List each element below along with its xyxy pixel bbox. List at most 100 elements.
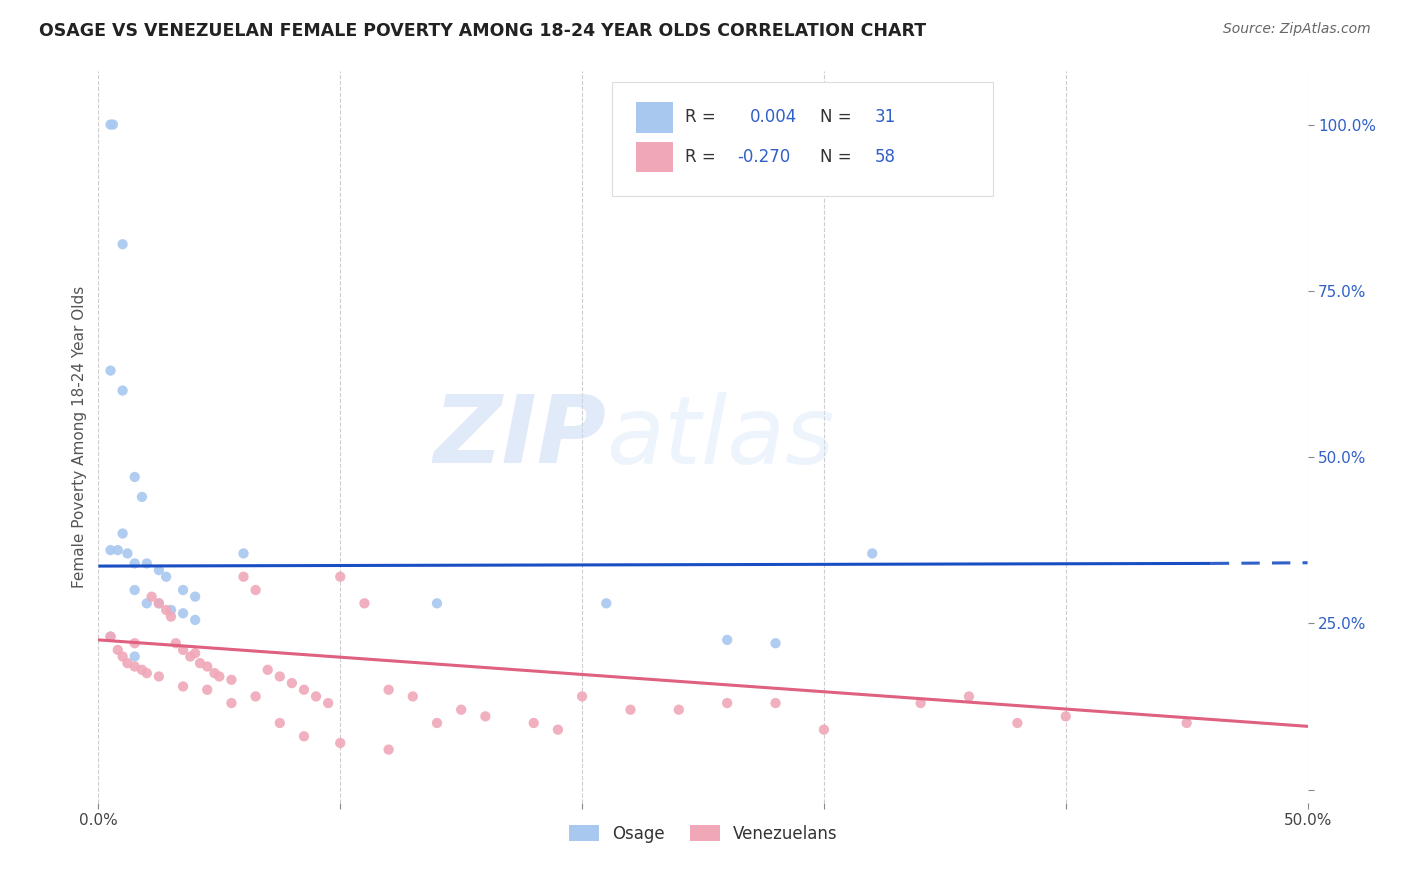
Point [523,716,546,731]
Point [124,659,146,673]
Point [165,636,187,650]
Point [716,632,738,647]
Point [221,696,243,710]
Point [155,603,177,617]
Y-axis label: Female Poverty Among 18-24 Year Olds: Female Poverty Among 18-24 Year Olds [72,286,87,588]
Point [131,490,153,504]
Point [245,690,267,704]
Point [426,716,449,731]
Point [765,636,787,650]
Point [957,690,980,704]
Text: -0.270: -0.270 [737,148,790,166]
Point [117,546,139,560]
Text: R =: R = [685,148,721,166]
FancyBboxPatch shape [613,82,993,195]
Point [716,696,738,710]
Point [100,630,122,644]
Point [1007,716,1029,731]
Point [269,716,291,731]
Point [148,563,170,577]
Point [450,703,472,717]
Point [221,673,243,687]
Point [232,570,254,584]
Point [292,682,315,697]
Text: N =: N = [820,109,858,127]
Text: 58: 58 [875,148,896,166]
Point [860,546,883,560]
Point [316,696,339,710]
Point [765,696,787,710]
Point [107,543,129,558]
Point [160,603,183,617]
Text: 0.004: 0.004 [751,109,797,127]
Point [377,742,399,756]
Point [547,723,569,737]
Point [124,557,146,571]
Point [184,590,207,604]
Point [245,582,267,597]
Point [571,690,593,704]
FancyBboxPatch shape [637,102,672,133]
Point [172,643,194,657]
Point [135,666,157,681]
Point [124,649,146,664]
Point [402,690,425,704]
Point [148,669,170,683]
Point [179,649,201,664]
Point [111,649,134,664]
Point [188,656,211,670]
Point [329,570,352,584]
Point [195,682,218,697]
Point [100,630,122,644]
Text: Source: ZipAtlas.com: Source: ZipAtlas.com [1223,22,1371,37]
Point [111,526,134,541]
Point [204,666,226,681]
Point [141,590,163,604]
Point [117,656,139,670]
Text: ZIP: ZIP [433,391,606,483]
Point [619,703,641,717]
Point [107,643,129,657]
Point [256,663,278,677]
Point [195,659,218,673]
Point [148,596,170,610]
Text: 31: 31 [875,109,896,127]
Point [124,636,146,650]
Point [208,669,231,683]
Point [135,557,157,571]
Point [281,676,304,690]
Point [474,709,496,723]
Point [131,663,153,677]
Point [101,118,124,132]
Point [426,596,449,610]
Point [184,646,207,660]
Point [813,723,835,737]
Point [100,363,122,377]
Point [100,543,122,558]
Point [124,470,146,484]
Point [1054,709,1077,723]
Point [100,118,122,132]
Point [172,680,194,694]
Point [668,703,690,717]
Point [111,384,134,398]
FancyBboxPatch shape [637,142,672,172]
Point [1175,716,1198,731]
Text: R =: R = [685,109,721,127]
Point [111,237,134,252]
Point [305,690,328,704]
Point [184,613,207,627]
Point [595,596,617,610]
Point [148,596,170,610]
Point [353,596,375,610]
Point [292,729,315,743]
Point [160,609,183,624]
Point [135,596,157,610]
Point [329,736,352,750]
Point [269,669,291,683]
Text: atlas: atlas [606,392,835,483]
Point [155,570,177,584]
Point [124,582,146,597]
Legend: Osage, Venezuelans: Osage, Venezuelans [562,818,844,849]
Point [172,582,194,597]
